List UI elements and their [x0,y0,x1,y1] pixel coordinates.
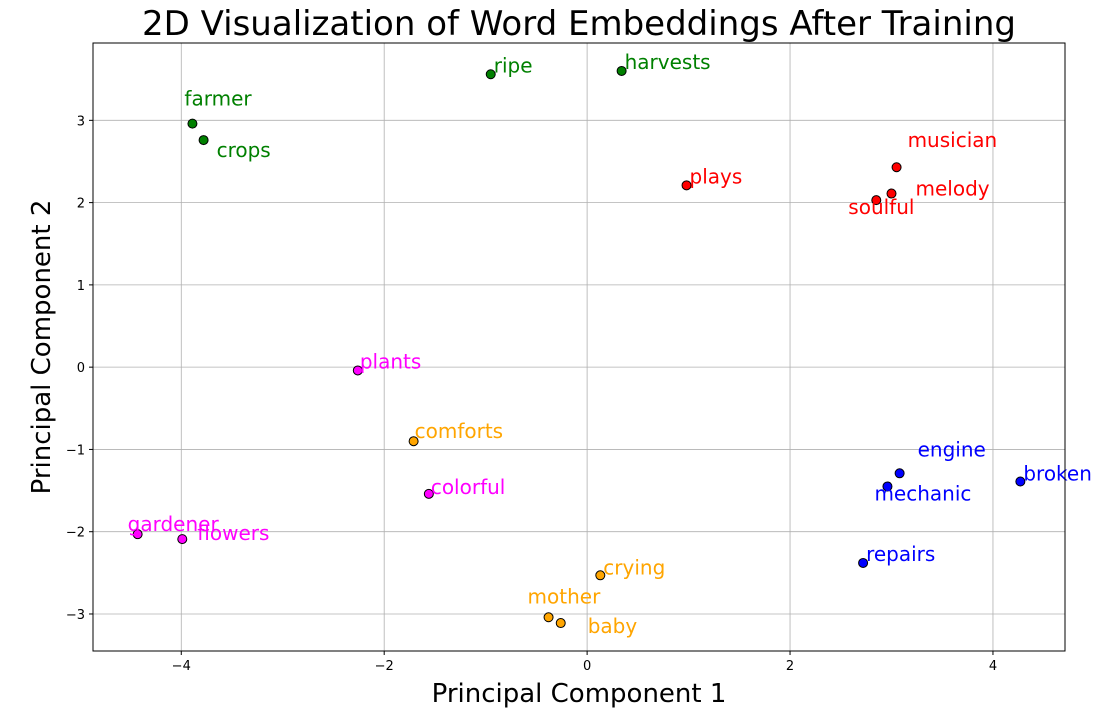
point-label-colorful: colorful [431,475,506,499]
point-label-musician: musician [908,128,998,152]
point-baby [555,618,566,629]
point-label-broken: broken [1023,462,1092,486]
point-label-farmer: farmer [184,87,252,111]
point-label-harvests: harvests [625,50,711,74]
point-label-engine: engine [918,437,986,461]
y-tick-label: 3 [77,114,85,129]
point-flowers [177,534,188,545]
x-tick-label: −2 [375,659,394,674]
point-crying [595,570,606,581]
point-musician [891,162,902,173]
point-mother [543,612,554,623]
point-label-flowers: flowers [197,521,269,545]
point-label-plays: plays [690,164,743,188]
chart-title: 2D Visualization of Word Embeddings Afte… [142,4,1016,44]
point-label-mechanic: mechanic [874,481,971,505]
plot-frame [92,42,1066,652]
point-gardener [132,529,143,540]
point-farmer [187,118,198,129]
point-crops [198,135,209,146]
point-engine [894,468,905,479]
point-broken [1015,476,1026,487]
point-label-crops: crops [217,138,271,162]
y-tick-label: −3 [66,608,85,623]
point-plants [352,365,363,376]
point-ripe [485,69,496,80]
x-axis-label: Principal Component 1 [432,679,727,709]
point-label-plants: plants [360,349,421,373]
y-tick-label: 1 [77,279,85,294]
point-label-gardener: gardener [128,512,220,536]
y-tick-label: −1 [66,443,85,458]
point-comforts [408,436,419,447]
points: farmer crops ripe harvests plays musician melo… [128,50,1092,638]
point-repairs [858,557,869,568]
y-tick-label: −2 [66,526,85,541]
point-mechanic [882,481,893,492]
point-label-repairs: repairs [866,542,935,566]
point-melody [886,188,897,199]
point-label-soulful: soulful [848,195,914,219]
x-tick-label: 0 [583,659,591,674]
x-tick-label: 4 [989,659,997,674]
y-axis-label: Principal Component 2 [27,200,57,495]
point-label-melody: melody [916,177,990,201]
point-harvests [616,65,627,76]
ticks: −4 −2 0 2 4 3 2 1 0 −1 −2 −3 [66,114,997,674]
x-tick-label: 2 [786,659,794,674]
point-label-ripe: ripe [494,53,533,77]
point-label-crying: crying [603,555,665,579]
point-label-mother: mother [528,584,602,608]
point-soulful [871,195,882,206]
point-colorful [423,488,434,499]
y-tick-label: 2 [77,197,85,212]
y-tick-label: 0 [77,361,85,376]
x-tick-label: −4 [172,659,191,674]
point-label-baby: baby [588,614,638,638]
point-label-comforts: comforts [415,419,503,443]
grid [93,43,1065,651]
point-plays [681,180,692,191]
